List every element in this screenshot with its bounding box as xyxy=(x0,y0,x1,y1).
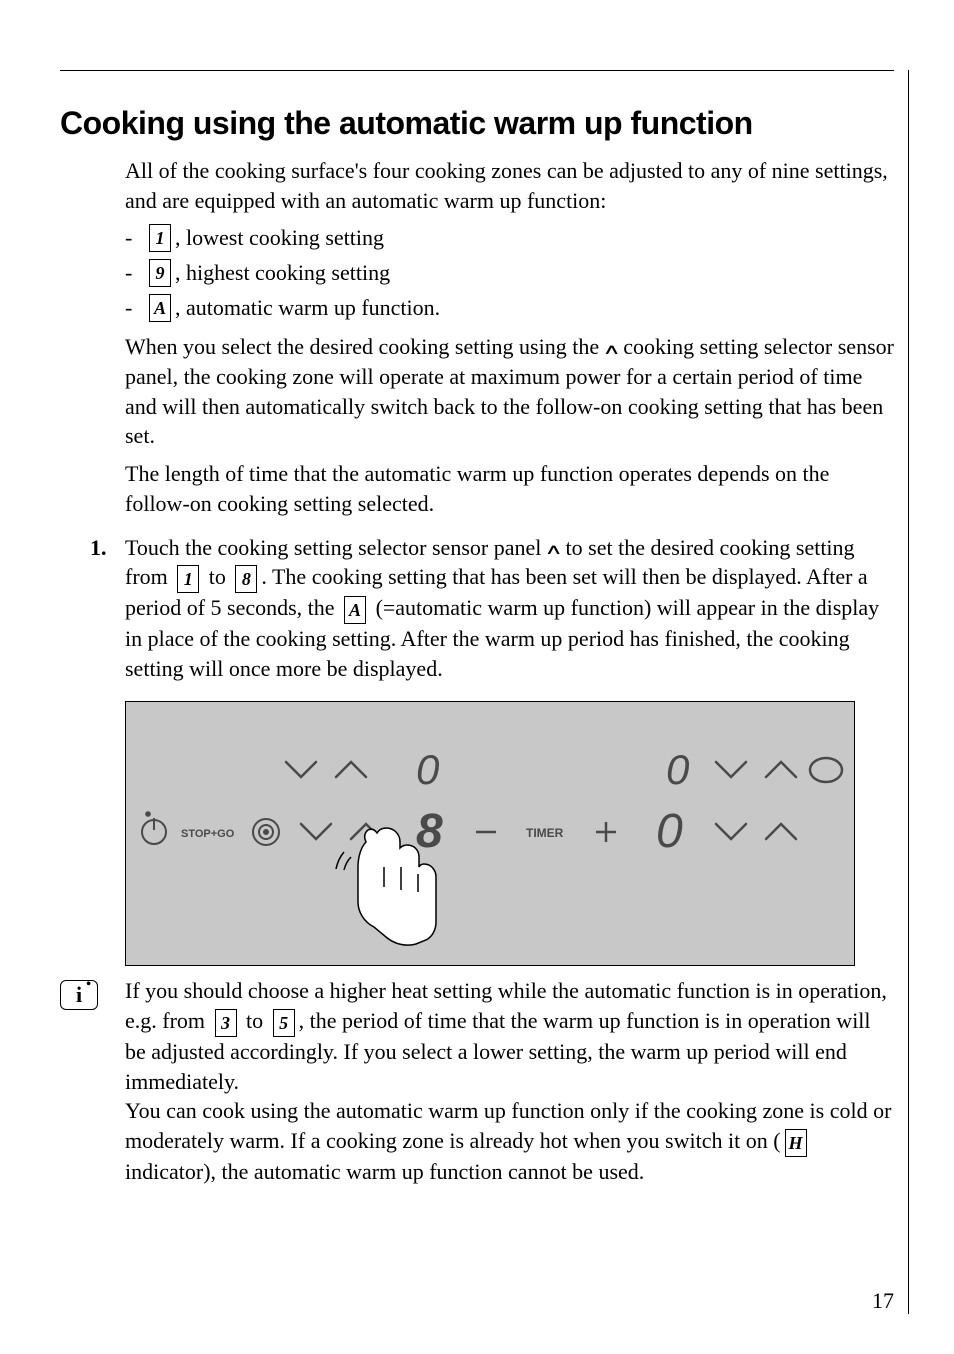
digit-tl: 0 xyxy=(416,746,440,793)
chevron-up-icon: ∧ xyxy=(544,540,562,559)
bullet-text: , automatic warm up function. xyxy=(175,291,440,324)
bullet-text: , lowest cooking setting xyxy=(175,221,384,254)
segment-icon-A: A xyxy=(344,596,366,624)
segment-icon-3: 3 xyxy=(215,1009,237,1037)
control-panel-diagram: 0 0 STOP+GO xyxy=(125,701,855,966)
bullet-text: , highest cooking setting xyxy=(175,256,390,289)
digit-bl: 8 xyxy=(416,805,443,858)
step-number: 1. xyxy=(90,533,125,684)
bullet-dash: - xyxy=(125,221,145,254)
segment-icon-5: 5 xyxy=(273,1009,295,1037)
bullet-dash: - xyxy=(125,291,145,324)
info-icon: i xyxy=(60,980,98,1010)
info-fragment: , the period of time that the warm up fu… xyxy=(125,1008,871,1094)
segment-icon-H: H xyxy=(785,1129,807,1157)
segment-icon-9: 9 xyxy=(149,259,171,287)
top-rule xyxy=(60,70,894,71)
timer-label: TIMER xyxy=(526,826,564,840)
step-fragment: Touch the cooking setting selector senso… xyxy=(125,535,547,560)
info-block: i If you should choose a higher heat set… xyxy=(60,976,894,1186)
segment-icon-1: 1 xyxy=(149,224,171,252)
step-fragment: to xyxy=(203,564,231,589)
digit-tr: 0 xyxy=(666,746,690,793)
info-fragment: to xyxy=(241,1008,269,1033)
info-fragment: indicator), the automatic warm up functi… xyxy=(125,1159,644,1184)
step-text: Touch the cooking setting selector senso… xyxy=(125,533,894,684)
digit-br: 0 xyxy=(656,805,683,858)
section-heading: Cooking using the automatic warm up func… xyxy=(60,105,894,142)
diagram-svg: 0 0 STOP+GO xyxy=(126,702,856,967)
segment-icon-8: 8 xyxy=(235,565,257,593)
intro-paragraph: All of the cooking surface's four cookin… xyxy=(125,156,894,215)
step-item: 1. Touch the cooking setting selector se… xyxy=(90,533,894,684)
chevron-up-icon: ∧ xyxy=(602,340,620,359)
bullet-item: - A , automatic warm up function. xyxy=(125,291,894,324)
side-rule xyxy=(908,70,909,1314)
para-text: When you select the desired cooking sett… xyxy=(125,334,605,359)
page-content: Cooking using the automatic warm up func… xyxy=(60,105,894,1187)
info-fragment: You can cook using the automatic warm up… xyxy=(125,1098,891,1153)
segment-icon-1: 1 xyxy=(177,565,199,593)
info-text: If you should choose a higher heat setti… xyxy=(125,976,894,1186)
segment-icon-A: A xyxy=(149,294,171,322)
bullet-item: - 9 , highest cooking setting xyxy=(125,256,894,289)
paragraph: The length of time that the automatic wa… xyxy=(125,459,894,518)
info-icon-column: i xyxy=(60,976,125,1010)
paragraph: When you select the desired cooking sett… xyxy=(125,332,894,451)
bullet-list: - 1 , lowest cooking setting - 9 , highe… xyxy=(125,221,894,324)
bullet-item: - 1 , lowest cooking setting xyxy=(125,221,894,254)
bullet-dash: - xyxy=(125,256,145,289)
stopgo-label: STOP+GO xyxy=(181,828,235,840)
page-number: 17 xyxy=(872,1288,894,1314)
